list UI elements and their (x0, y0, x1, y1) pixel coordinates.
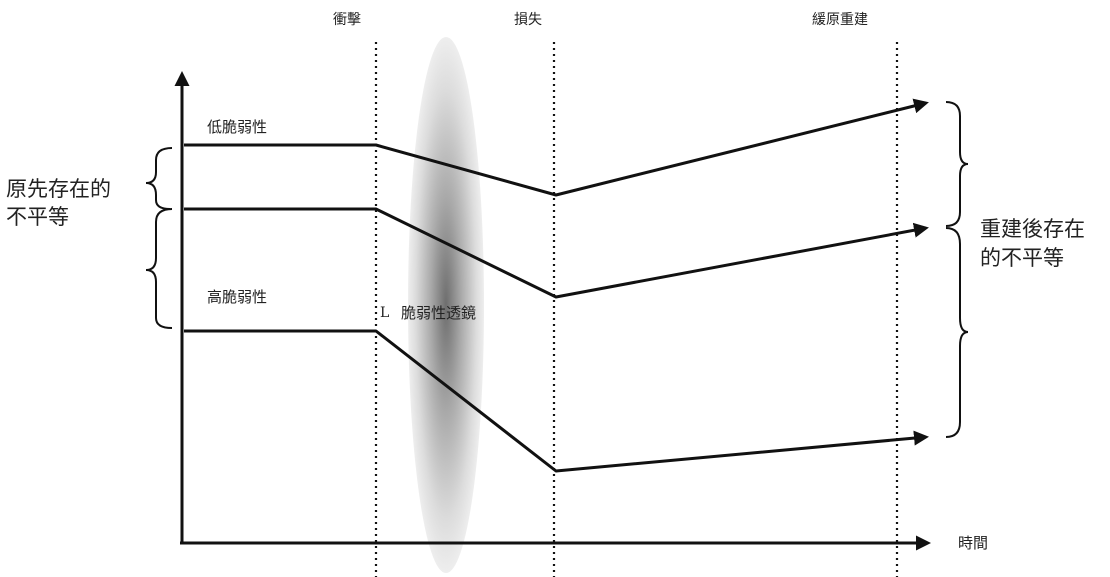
stage-label-recovery: 緩原重建 (812, 12, 868, 28)
trajectory-high-vulnerability (184, 329, 929, 473)
right-brace-label-line2: 的不平等 (980, 246, 1064, 270)
right-brace-upper (945, 101, 969, 227)
trajectory-middle (184, 207, 929, 299)
left-brace-label-line1: 原先存在的 (6, 177, 111, 201)
left-brace-label-line2: 不平等 (6, 205, 69, 229)
lens-mark: L (380, 305, 389, 321)
low-vulnerability-label: 低脆弱性 (207, 118, 267, 136)
left-brace-upper (145, 147, 173, 210)
x-axis-label: 時間 (958, 534, 988, 552)
left-brace-lower (145, 208, 173, 329)
right-brace-lower (945, 227, 969, 438)
trajectory-low-vulnerability (184, 98, 929, 197)
high-vulnerability-label: 高脆弱性 (207, 288, 267, 306)
right-brace-label-line1: 重建後存在 (980, 217, 1085, 241)
stage-label-loss: 損失 (514, 12, 542, 28)
stage-label-shock: 衝擊 (333, 11, 361, 28)
vulnerability-lens-label: 脆弱性透鏡 (401, 304, 476, 322)
